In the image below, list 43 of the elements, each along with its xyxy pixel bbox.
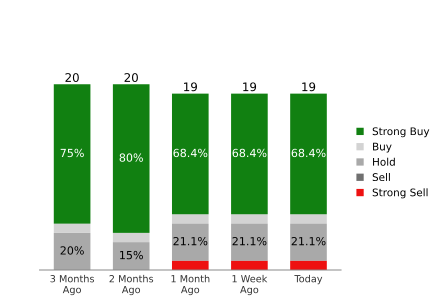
- text: 20: [124, 73, 138, 82]
- bar: [231, 94, 268, 214]
- legend-label: Sell: [372, 173, 390, 182]
- bar: [112, 232, 150, 242]
- annotation: 15%: [120, 250, 143, 260]
- x-tick-label: 1 Month Ago: [171, 274, 210, 296]
- annotation: 68.4%: [292, 148, 326, 158]
- bar: [172, 214, 209, 224]
- bar: [290, 94, 327, 214]
- bar: [290, 224, 327, 261]
- annotation: 21.1%: [173, 236, 208, 246]
- bar: [54, 232, 90, 270]
- annotation: 68.4%: [232, 148, 266, 158]
- bar: [112, 84, 150, 233]
- bar: [231, 260, 268, 270]
- bar: [290, 214, 327, 224]
- bar: [172, 94, 209, 214]
- legend-label: Buy: [373, 142, 392, 152]
- bar: [54, 224, 90, 233]
- annotation: 80%: [120, 153, 143, 162]
- annotation: 19: [302, 82, 316, 92]
- bar: [172, 260, 209, 270]
- x-tick-label: 1 Week Ago: [232, 274, 268, 296]
- annotation: 75%: [60, 148, 84, 158]
- annotation: 68.4%: [173, 148, 208, 158]
- bar: [112, 242, 150, 270]
- bar: [172, 224, 209, 261]
- x-tick-label: Today: [294, 274, 322, 284]
- bar: [231, 224, 268, 261]
- x-tick-label: 2 Months Ago: [110, 274, 154, 296]
- legend-label: Strong Sell: [372, 188, 428, 198]
- bar: [231, 214, 268, 224]
- annotation: 21.1%: [292, 236, 326, 246]
- annotation: 20%: [60, 246, 84, 255]
- bar: [290, 260, 327, 270]
- annotation: 19: [243, 82, 256, 92]
- bar: [54, 84, 90, 224]
- annotation: 19: [184, 82, 197, 92]
- legend-label: Strong Buy: [372, 127, 430, 138]
- x-tick-label: 3 Months Ago: [50, 274, 94, 296]
- annotation: 21.1%: [232, 236, 266, 246]
- legend-label: Hold: [373, 158, 395, 166]
- text: 20: [65, 73, 79, 82]
